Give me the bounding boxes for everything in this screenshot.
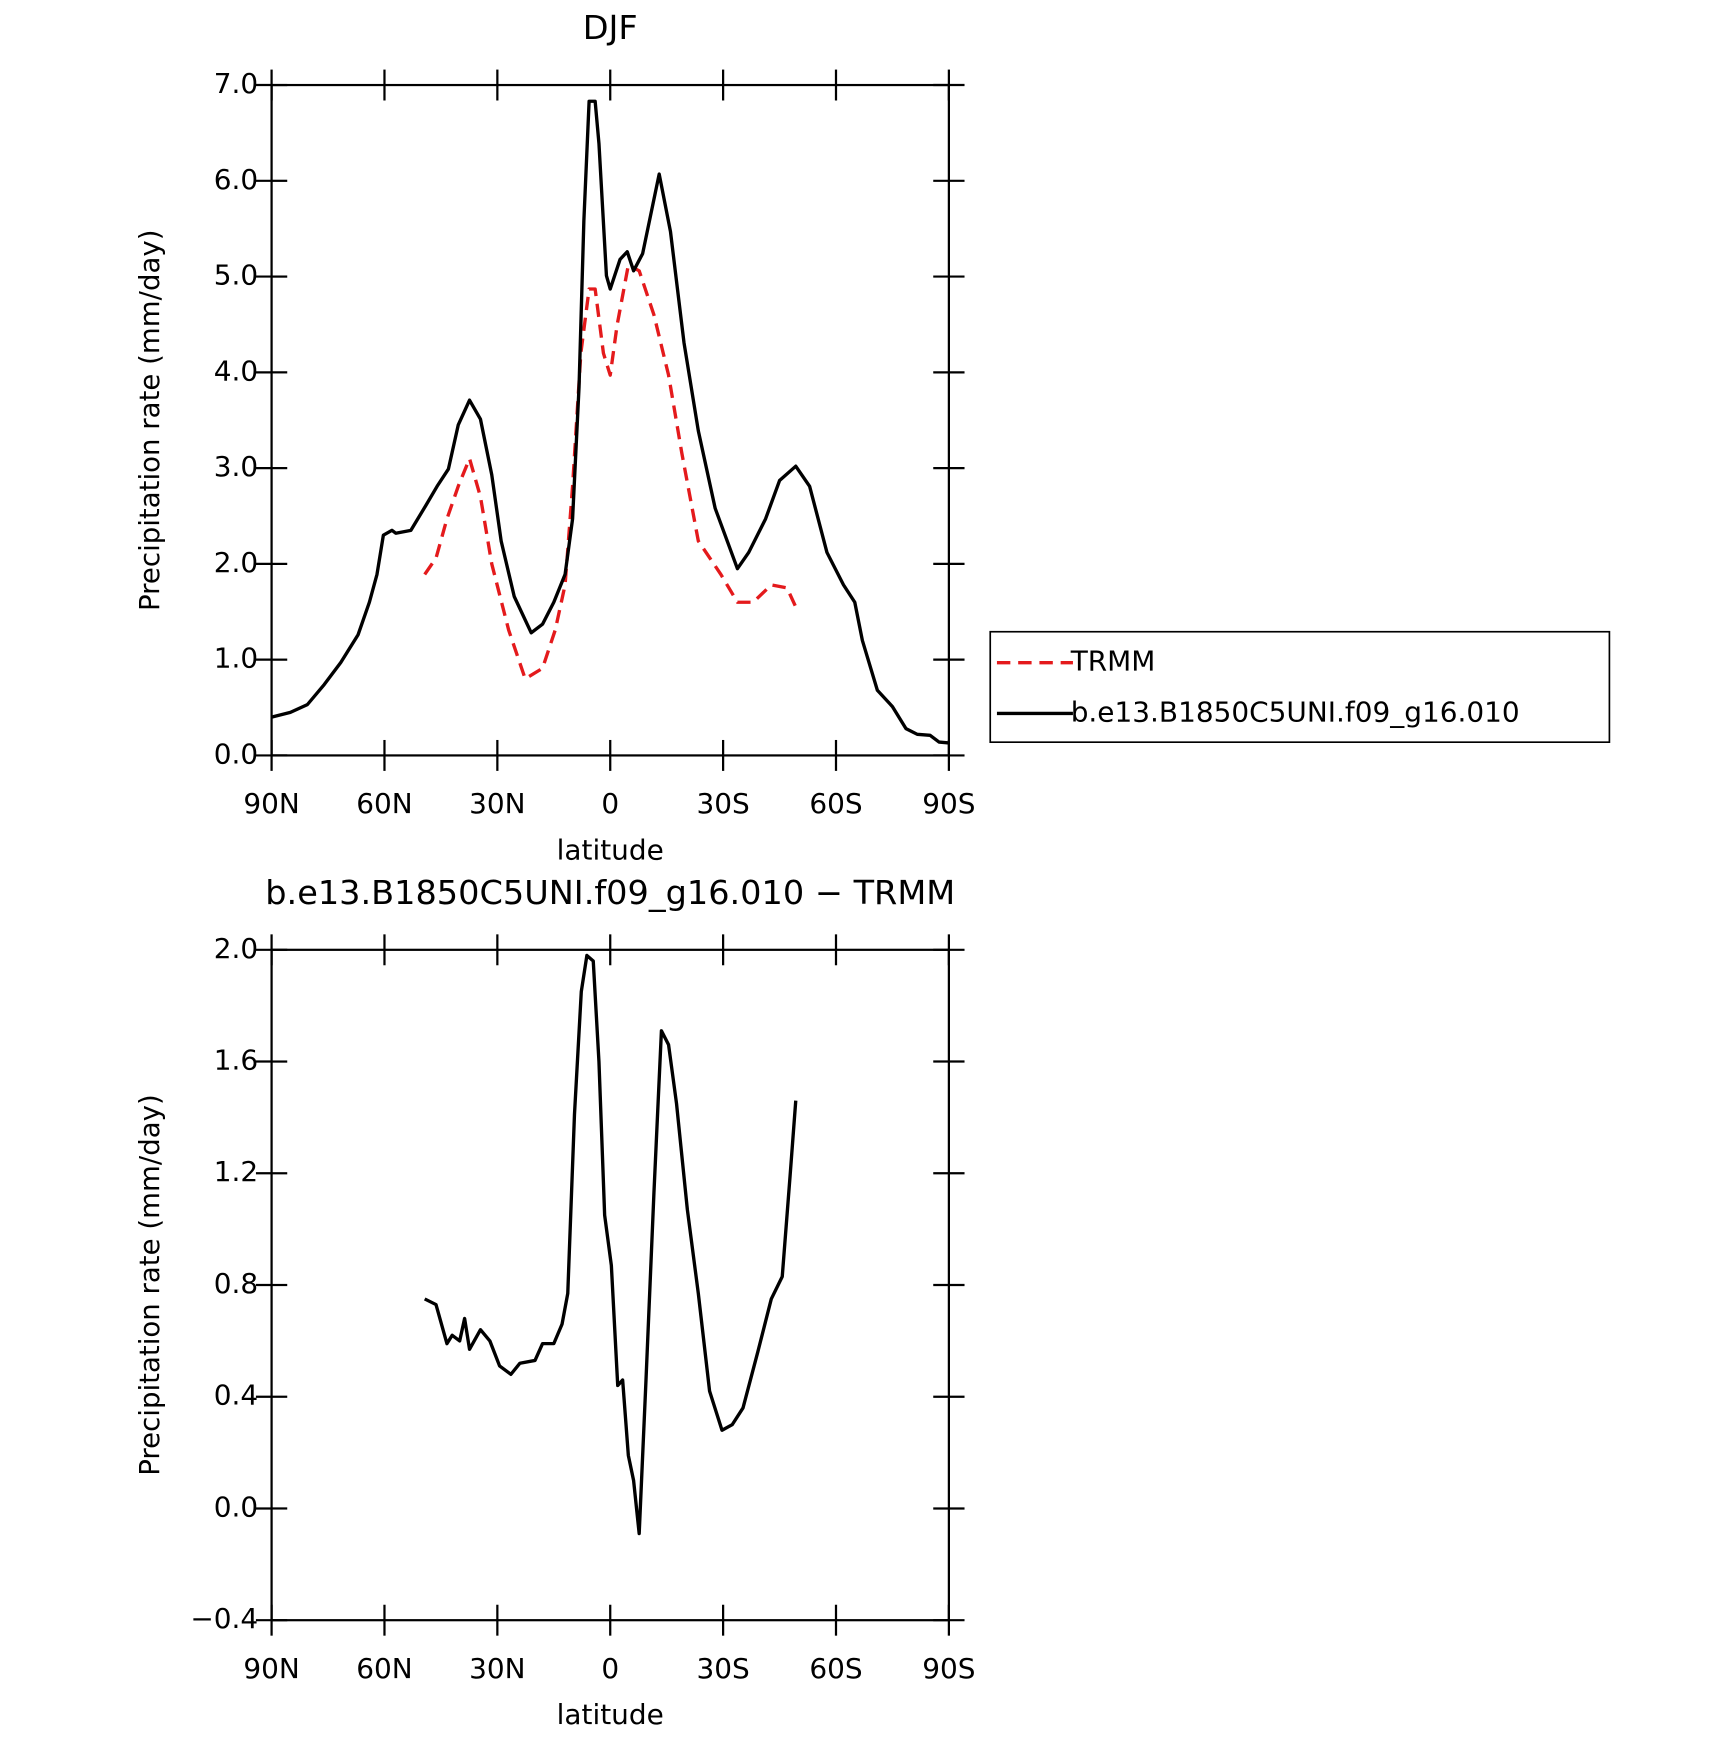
data-line <box>423 263 798 681</box>
x-axis-label: latitude <box>557 834 664 867</box>
x-tick-label: 60N <box>356 787 412 820</box>
plot-frame <box>270 83 950 757</box>
chart-title: b.e13.B1850C5UNI.f09_g16.010 − TRMM <box>265 873 955 912</box>
x-axis-label: latitude <box>557 1698 664 1731</box>
y-axis-label: Precipitation rate (mm/day) <box>133 1094 166 1476</box>
y-axis-label: Precipitation rate (mm/day) <box>133 229 166 611</box>
y-tick-label: 1.0 <box>214 642 258 675</box>
x-tick-label: 90S <box>922 787 975 820</box>
x-tick-label: 90N <box>243 1652 299 1685</box>
chart-title: DJF <box>583 8 638 47</box>
y-tick-label: 2.0 <box>214 546 258 579</box>
x-tick-label: 30N <box>469 1652 525 1685</box>
y-tick-label: 0.0 <box>214 1491 258 1524</box>
y-tick-label: −0.4 <box>190 1602 258 1635</box>
x-tick-label: 60S <box>809 1652 862 1685</box>
y-tick-label: 3.0 <box>214 450 258 483</box>
x-tick-label: 60S <box>809 787 862 820</box>
x-tick-label: 60N <box>356 1652 412 1685</box>
x-tick-label: 30S <box>696 787 749 820</box>
data-line <box>271 99 950 745</box>
x-tick-label: 30N <box>469 787 525 820</box>
y-tick-label: 0.0 <box>214 738 258 771</box>
legend-label: b.e13.B1850C5UNI.f09_g16.010 <box>1071 696 1520 729</box>
y-tick-label: 4.0 <box>214 354 258 387</box>
x-tick-label: 90N <box>243 787 299 820</box>
x-tick-label: 90S <box>922 1652 975 1685</box>
legend-box <box>989 630 1611 744</box>
y-tick-label: 1.6 <box>214 1044 258 1077</box>
y-tick-label: 2.0 <box>214 932 258 965</box>
data-line <box>423 953 798 1536</box>
x-tick-label: 0 <box>601 1652 619 1685</box>
y-tick-label: 5.0 <box>214 259 258 292</box>
x-tick-label: 30S <box>696 1652 749 1685</box>
y-tick-label: 0.8 <box>214 1267 258 1300</box>
legend-label: TRMM <box>1070 645 1156 678</box>
y-tick-label: 1.2 <box>214 1155 258 1188</box>
y-tick-label: 6.0 <box>214 163 258 196</box>
x-tick-label: 0 <box>601 787 619 820</box>
y-tick-label: 7.0 <box>214 67 258 100</box>
plot-frame <box>270 948 950 1622</box>
y-tick-label: 0.4 <box>214 1379 258 1412</box>
